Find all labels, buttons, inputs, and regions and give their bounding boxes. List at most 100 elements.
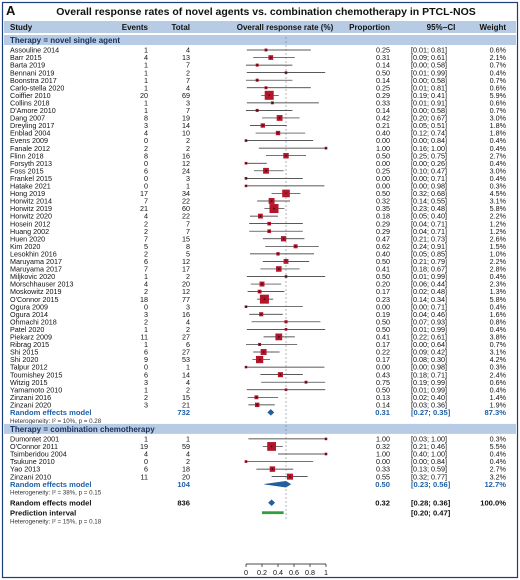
study-weight: 1.6% xyxy=(490,310,507,319)
study-proportion: 0.29 xyxy=(376,219,390,228)
study-name: Yao 2013 xyxy=(10,465,40,474)
study-ci: [0.00; 0.58] xyxy=(411,76,447,85)
study-name: Maruyama 2017 xyxy=(10,257,62,266)
study-proportion: 0.33 xyxy=(376,98,390,107)
study-point xyxy=(285,155,287,157)
study-events: 6 xyxy=(144,465,148,474)
study-point xyxy=(265,87,267,89)
x-tick-label: 0.8 xyxy=(305,568,315,577)
study-point xyxy=(245,306,247,308)
model-proportion: 0.32 xyxy=(375,499,390,508)
study-total: 22 xyxy=(182,197,190,206)
study-point xyxy=(289,475,291,478)
study-weight: 0.7% xyxy=(490,340,507,349)
study-ci: [0.40; 1.00] xyxy=(411,450,447,459)
model-ci: [0.27; 0.35] xyxy=(411,408,451,417)
study-ci: [0.18; 0.67] xyxy=(411,265,447,274)
study-name: Carlo-stella 2020 xyxy=(10,83,64,92)
study-weight: 3.2% xyxy=(490,472,507,481)
subgroup-model-label: Random effects model xyxy=(10,480,91,489)
study-name: Maruyama 2017 xyxy=(10,265,62,274)
study-ci: [0.05; 0.40] xyxy=(411,212,447,221)
study-point xyxy=(262,124,264,127)
study-ci: [0.21; 0.73] xyxy=(411,234,447,243)
study-proportion: 0.00 xyxy=(376,174,390,183)
model-weight: 87.3% xyxy=(484,408,506,417)
study-weight: 0.4% xyxy=(490,68,507,77)
study-ci: [0.03; 0.36] xyxy=(411,400,447,409)
study-point xyxy=(305,381,307,383)
subgroup-band xyxy=(4,35,516,45)
study-total: 53 xyxy=(182,355,190,364)
study-ci: [0.21; 0.46] xyxy=(411,442,447,451)
study-events: 11 xyxy=(141,333,148,342)
study-total: 69 xyxy=(182,91,190,100)
x-tick-label: 0 xyxy=(244,568,248,577)
study-total: 27 xyxy=(182,348,190,357)
study-point xyxy=(325,147,327,149)
study-ci: [0.23; 0.48] xyxy=(411,204,447,213)
study-events: 1 xyxy=(144,340,148,349)
study-ci: [0.04; 0.46] xyxy=(411,310,447,319)
study-name: Horwitz 2020 xyxy=(10,212,52,221)
study-name: Forsyth 2013 xyxy=(10,159,52,168)
study-name: Collins 2018 xyxy=(10,98,50,107)
study-weight: 0.4% xyxy=(490,174,507,183)
study-ci: [0.22; 0.61] xyxy=(411,333,447,342)
study-events: 4 xyxy=(144,212,148,221)
study-proportion: 0.43 xyxy=(376,370,390,379)
study-weight: 0.6% xyxy=(490,46,507,55)
study-events: 7 xyxy=(144,197,148,206)
study-total: 4 xyxy=(186,317,190,326)
study-point xyxy=(325,453,327,455)
study-proportion: 0.41 xyxy=(376,265,390,274)
study-total: 77 xyxy=(182,295,190,304)
study-name: Enblad 2004 xyxy=(10,129,50,138)
x-tick-label: 0.4 xyxy=(273,568,283,577)
model-diamond xyxy=(267,409,275,416)
study-weight: 2.1% xyxy=(490,53,507,62)
study-total: 16 xyxy=(182,151,190,160)
study-point xyxy=(278,336,280,338)
study-proportion: 0.55 xyxy=(376,472,390,481)
study-total: 7 xyxy=(186,106,190,115)
study-total: 10 xyxy=(182,129,190,138)
study-ci: [0.21; 0.79] xyxy=(411,257,447,266)
study-events: 0 xyxy=(144,302,148,311)
study-weight: 3.1% xyxy=(490,197,507,206)
study-point xyxy=(245,162,247,164)
x-tick-label: 1 xyxy=(324,568,328,577)
study-total: 1 xyxy=(186,363,190,372)
study-weight: 0.6% xyxy=(490,378,507,387)
study-proportion: 0.50 xyxy=(376,257,390,266)
study-ci: [0.02; 0.48] xyxy=(411,287,447,296)
study-proportion: 0.35 xyxy=(376,204,390,213)
study-name: Morschhauser 2013 xyxy=(10,280,74,289)
study-proportion: 0.00 xyxy=(376,159,390,168)
model-diamond xyxy=(264,480,292,488)
study-proportion: 0.40 xyxy=(376,129,390,138)
study-proportion: 0.22 xyxy=(376,348,390,357)
study-name: Ribrag 2015 xyxy=(10,340,49,349)
study-weight: 0.7% xyxy=(490,106,507,115)
study-point xyxy=(268,230,270,232)
study-ci: [0.05; 0.85] xyxy=(411,249,447,258)
study-weight: 1.8% xyxy=(490,121,507,130)
study-events: 8 xyxy=(144,151,148,160)
study-name: Shi 2015 xyxy=(10,348,38,357)
study-proportion: 1.00 xyxy=(376,435,390,444)
overall-heterogeneity: Heterogeneity: I² = 15%, p = 0.18 xyxy=(10,519,102,526)
study-total: 4 xyxy=(186,46,190,55)
study-events: 2 xyxy=(144,144,148,153)
study-weight: 1.8% xyxy=(490,129,507,138)
study-total: 3 xyxy=(186,174,190,183)
study-total: 2 xyxy=(186,325,190,334)
study-weight: 2.7% xyxy=(490,465,507,474)
study-events: 2 xyxy=(144,287,148,296)
study-name: Ogura 2009 xyxy=(10,302,48,311)
study-name: Flinn 2018 xyxy=(10,151,44,160)
study-weight: 1.5% xyxy=(490,242,507,251)
study-proportion: 0.31 xyxy=(376,53,390,62)
study-proportion: 0.32 xyxy=(376,442,390,451)
study-weight: 0.4% xyxy=(490,457,507,466)
